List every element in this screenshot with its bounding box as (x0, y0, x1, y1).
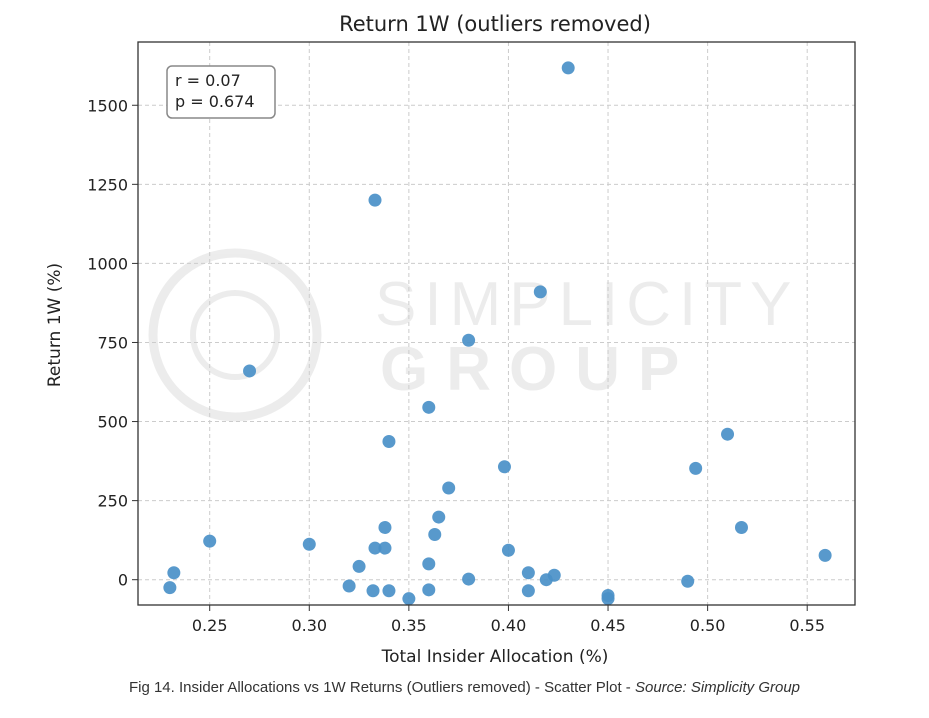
data-point (402, 592, 416, 606)
stats-box (166, 65, 276, 119)
caption-source: Source: Simplicity Group (634, 679, 801, 696)
x-axis-label: Total Insider Allocation (%) (381, 647, 609, 667)
watermark: SIMPLICITY GROUP (148, 248, 800, 422)
stats-r: r = 0.07 (175, 71, 241, 90)
data-point (422, 583, 436, 597)
data-point (432, 510, 446, 524)
data-point (422, 400, 436, 414)
data-point (422, 557, 436, 571)
x-tick-label: 0.30 (291, 616, 327, 635)
data-point (521, 584, 535, 598)
x-tick-label: 0.40 (491, 616, 527, 635)
data-point (243, 364, 257, 378)
x-tick-label: 0.50 (690, 616, 726, 635)
data-point (734, 521, 748, 535)
data-point (366, 584, 380, 598)
caption-text: Fig 14. Insider Allocations vs 1W Return… (128, 679, 635, 696)
data-points (163, 61, 832, 606)
y-axis-label: Return 1W (%) (45, 263, 65, 387)
data-point (167, 566, 181, 580)
data-point (302, 537, 316, 551)
plot-area-frame (137, 41, 856, 606)
data-point (163, 581, 177, 595)
data-point (352, 559, 366, 573)
figure-caption: Fig 14. Insider Allocations vs 1W Return… (0, 679, 929, 696)
chart-title: Return 1W (outliers removed) (339, 12, 651, 36)
x-tick-label: 0.25 (192, 616, 228, 635)
data-point (561, 61, 575, 75)
y-tick-label: 1000 (87, 254, 128, 273)
data-point (462, 572, 476, 586)
y-tick-label: 0 (118, 571, 128, 590)
y-axis-ticks: 0 250 500 750 1000 1250 1500 (87, 96, 138, 590)
data-point (378, 521, 392, 535)
stats-p: p = 0.674 (175, 92, 255, 111)
watermark-line1: SIMPLICITY (375, 270, 800, 339)
data-point (547, 568, 561, 582)
y-tick-label: 500 (97, 413, 128, 432)
x-tick-label: 0.55 (789, 616, 825, 635)
data-point (721, 427, 735, 441)
data-point (428, 527, 442, 541)
y-tick-label: 1500 (87, 96, 128, 115)
data-point (203, 534, 217, 548)
y-tick-label: 750 (97, 333, 128, 352)
x-tick-label: 0.35 (391, 616, 427, 635)
watermark-logo-ring (148, 248, 322, 422)
data-point (378, 541, 392, 555)
data-point (342, 579, 356, 593)
data-point (382, 584, 396, 598)
data-point (462, 333, 476, 347)
x-tick-label: 0.45 (590, 616, 626, 635)
data-point (368, 541, 382, 555)
data-point (521, 566, 535, 580)
watermark-line2: GROUP (380, 335, 697, 404)
watermark-logo-inner (190, 290, 280, 380)
data-point (382, 434, 396, 448)
grid (138, 42, 855, 605)
data-point (368, 193, 382, 207)
data-point (681, 574, 695, 588)
data-point (818, 548, 832, 562)
data-point (497, 460, 511, 474)
y-tick-label: 1250 (87, 175, 128, 194)
data-point (501, 543, 515, 557)
y-tick-label: 250 (97, 492, 128, 511)
stats-annotation: r = 0.07 p = 0.674 (166, 65, 276, 119)
scatter-chart: Return 1W (outliers removed) SIMPLICITY … (45, 12, 856, 667)
data-point (442, 481, 456, 495)
x-axis-ticks: 0.25 0.30 0.35 0.40 0.45 0.50 0.55 (192, 605, 825, 635)
data-point (533, 285, 547, 299)
data-point (689, 461, 703, 475)
data-point (601, 592, 615, 606)
